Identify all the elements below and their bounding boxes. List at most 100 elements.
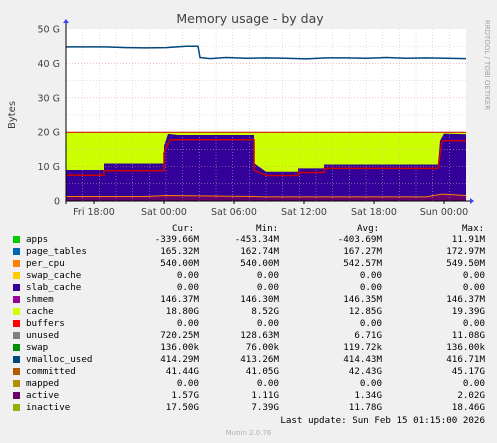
legend-max: 416.71M [446,354,485,365]
legend-max: 0.00 [462,378,485,389]
legend-max: 2.02G [457,390,485,401]
legend-name: slab_cache [26,282,82,293]
legend-avg: 414.43M [343,354,382,365]
legend-row: active 1.57G 1.11G 1.34G 2.02G [0,390,497,402]
legend-name: committed [26,366,76,377]
legend-min: 7.39G [251,402,279,413]
legend-cur: 18.80G [165,306,199,317]
legend-min: 76.00k [245,342,279,353]
legend-min: 41.05G [245,366,279,377]
plot-area: 0 10 G 20 G 30 G 40 G 50 G Fri 18:00 Sat 00:00 S… [38,19,474,218]
legend-name: apps [26,234,49,245]
legend-cur: 136.00k [160,342,199,353]
x-tick-label: Sat 00:00 [141,207,187,218]
legend-avg: 119.72k [343,342,382,353]
legend-min: 0.00 [256,270,279,281]
legend-swatch [13,320,20,327]
legend-name: cache [26,306,54,317]
x-tick-label: Sat 18:00 [351,207,397,218]
legend-avg: 542.57M [343,258,382,269]
y-tick-label: 50 G [38,25,60,36]
legend-header-avg: Avg: [357,223,380,234]
legend-row: slab_cache 0.00 0.00 0.00 0.00 [0,282,497,294]
legend-cur: 17.50G [165,402,199,413]
legend-cur: 1.57G [171,390,199,401]
legend-row: vmalloc_used 414.29M 413.26M 414.43M 416.71M [0,354,497,366]
legend-max: 136.00k [446,342,485,353]
legend-swatch [13,308,20,315]
last-update: Last update: Sun Feb 15 01:15:00 2026 [280,415,485,426]
legend-name: shmem [26,294,54,305]
legend-min: 128.63M [240,330,279,341]
legend-cur: 0.00 [176,318,199,329]
legend-name: inactive [26,402,71,413]
legend-row: swap 136.00k 76.00k 119.72k 136.00k [0,342,497,354]
rrdtool-side-label: RRDTOOL / TOBI OETIKER [483,20,491,110]
legend-min: 0.00 [256,318,279,329]
legend-cur: 414.29M [160,354,199,365]
legend-min: 146.30M [240,294,279,305]
legend-avg: 42.43G [348,366,382,377]
legend-min: 0.00 [256,378,279,389]
legend-name: swap [26,342,49,353]
x-axis-arrow [470,198,474,204]
y-axis-label: Bytes [7,101,18,129]
legend-swatch [13,368,20,375]
legend-header-min: Min: [256,223,279,234]
legend-row: page_tables 165.32M 162.74M 167.27M 172.97M [0,246,497,258]
used-memory-area [66,133,466,201]
legend-max: 19.39G [451,306,485,317]
legend-row: inactive 17.50G 7.39G 11.78G 18.46G [0,402,497,414]
legend-max: 18.46G [451,402,485,413]
legend-swatch [13,248,20,255]
legend-cur: -339.66M [154,234,199,245]
legend-cur: 0.00 [176,378,199,389]
inactive-line [66,139,466,177]
legend-name: per_cpu [26,258,65,269]
legend-avg: 11.78G [348,402,382,413]
legend-avg: 0.00 [359,282,382,293]
legend-name: unused [26,330,60,341]
legend-min: 413.26M [240,354,279,365]
legend-max: 549.50M [446,258,485,269]
legend-min: 540.00M [240,258,279,269]
legend-avg: 6.71G [354,330,382,341]
x-tick-label: Sat 12:00 [281,207,327,218]
legend-row: shmem 146.37M 146.30M 146.35M 146.37M [0,294,497,306]
legend-cur: 540.00M [160,258,199,269]
legend-name: swap_cache [26,270,82,281]
legend-max: 0.00 [462,270,485,281]
legend-max: 0.00 [462,318,485,329]
legend-swatch [13,380,20,387]
legend-name: buffers [26,318,65,329]
legend-name: active [26,390,60,401]
legend-row: cache 18.80G 8.52G 12.85G 19.39G [0,306,497,318]
y-tick-label: 20 G [38,128,60,139]
legend-swatch [13,344,20,351]
legend-min: 162.74M [240,246,279,257]
legend-avg: 0.00 [359,378,382,389]
legend-swatch [13,356,20,363]
legend-cur: 41.44G [165,366,199,377]
munin-version: Munin 2.0.76 [225,429,272,437]
y-tick-label: 30 G [38,93,60,104]
legend-min: 1.11G [251,390,279,401]
chart-title: Memory usage - by day [176,11,324,26]
legend-swatch [13,404,20,411]
legend-row: per_cpu 540.00M 540.00M 542.57M 549.50M [0,258,497,270]
legend-max: 146.37M [446,294,485,305]
legend-avg: 167.27M [343,246,382,257]
legend-max: 45.17G [451,366,485,377]
per-cpu-line [66,193,467,198]
legend-row: committed 41.44G 41.05G 42.43G 45.17G [0,366,497,378]
y-tick-label: 10 G [38,162,60,173]
legend-row: mapped 0.00 0.00 0.00 0.00 [0,378,497,390]
legend-avg: 1.34G [354,390,382,401]
legend-row: apps -339.66M -453.34M -403.69M 11.91M [0,234,497,246]
y-tick-label: 40 G [38,59,60,70]
legend-max: 11.91M [451,234,485,245]
legend-row: buffers 0.00 0.00 0.00 0.00 [0,318,497,330]
legend-header-cur: Cur: [172,223,195,234]
x-tick-label: Fri 18:00 [73,207,115,218]
